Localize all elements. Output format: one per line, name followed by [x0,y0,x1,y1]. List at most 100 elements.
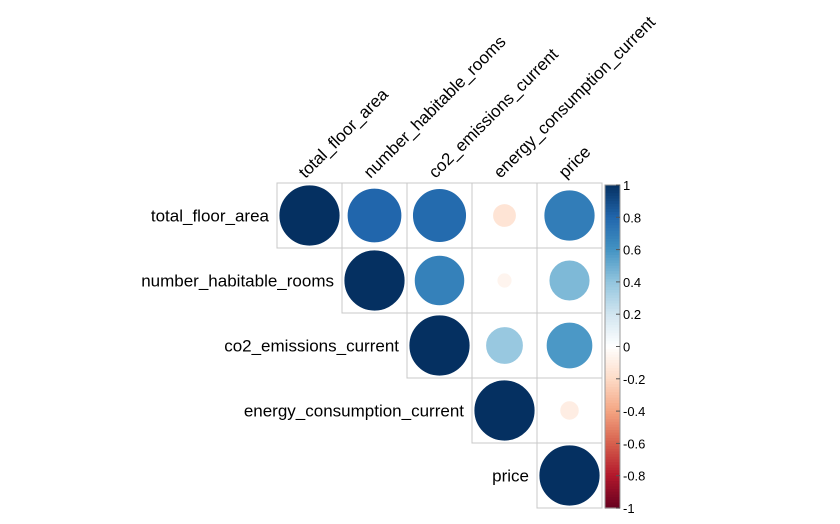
colorbar-segment [605,397,620,401]
colorbar-segment [605,203,620,208]
colorbar-segment [605,222,620,226]
colorbar-segment [605,193,620,197]
column-labels: total_floor_areanumber_habitable_roomsco… [295,13,659,182]
colorbar-segment [605,440,620,444]
colorbar-segment [605,400,620,404]
colorbar-segment [605,308,620,313]
colorbar-segment [605,335,620,340]
colorbar-segment [605,359,620,364]
colorbar: -1 -0.8 -0.6 -0.4 -0.2 0 0.2 0.4 0.6 0.8 1 [604,178,645,516]
column-label: co2_emissions_current [425,45,562,182]
colorbar-segment [605,265,620,270]
colorbar-segment [605,386,620,391]
colorbar-segment [605,343,620,348]
row-label: energy_consumption_current [244,402,464,421]
corr-circle-total_floor_area-price [543,189,596,242]
colorbar-segment [605,351,620,356]
colorbar-segment [605,435,620,439]
colorbar-tick-label: -1 [623,501,635,516]
colorbar-segment [605,354,620,358]
colorbar-segment [605,260,620,264]
colorbar-segment [605,370,620,375]
colorbar-segment [605,230,620,235]
grid-cell-1-3 [471,247,538,314]
colorbar-segment [605,319,620,323]
colorbar-segment [605,373,620,377]
colorbar-segment [605,448,620,453]
colorbar-segment [605,443,620,447]
corr-circle-total_floor_area-number_habitable_rooms [346,187,403,244]
corr-circle-total_floor_area-total_floor_area [278,184,341,247]
colorbar-segment [605,244,620,248]
colorbar-segment [605,249,620,253]
colorbar-segment [605,238,620,243]
colorbar-segment [605,324,620,329]
colorbar-segment [605,346,620,350]
colorbar-segment [605,322,620,326]
colorbar-segment [605,333,620,337]
colorbar-segment [605,263,620,267]
colorbar-segment [605,427,620,431]
colorbar-tick-label: -0.4 [623,404,645,419]
colorbar-segment [605,392,620,396]
colorbar-segment [605,451,620,455]
colorbar-tick-label: 1 [623,178,630,193]
colorbar-segment [605,279,620,283]
colorbar-segment [605,300,620,305]
colorbar-tick-label: -0.2 [623,372,645,387]
colorbar-segment [605,432,620,436]
colorbar-segment [605,306,620,310]
colorbar-segment [605,384,620,388]
colorbar-segment [605,295,620,299]
colorbar-segment [605,478,620,482]
row-label: price [492,467,529,486]
colorbar-segment [605,424,620,428]
colorbar-segment [605,233,620,237]
colorbar-segment [605,330,620,334]
colorbar-tick-label: 0 [623,340,630,355]
colorbar-segment [605,403,620,407]
colorbar-segment [605,252,620,256]
colorbar-segment [605,246,620,251]
colorbar-segment [605,254,620,259]
colorbar-segment [605,481,620,485]
colorbar-segment [605,225,620,229]
corr-circle-total_floor_area-energy_consumption_current [492,203,517,228]
colorbar-segment [605,405,620,410]
corr-circle-number_habitable_rooms-price [548,259,591,302]
colorbar-tick-label: -0.8 [623,469,645,484]
colorbar-segment [605,187,620,191]
colorbar-segment [605,467,620,471]
colorbar-segment [605,378,620,383]
corr-circle-number_habitable_rooms-number_habitable_rooms [343,249,406,312]
colorbar-segment [605,289,620,294]
colorbar-segment [605,211,620,216]
corr-circle-co2_emissions_current-price [545,321,594,370]
colorbar-segment [605,236,620,240]
colorbar-segment [605,311,620,315]
colorbar-segment [605,357,620,361]
colorbar-segment [605,429,620,434]
colorbar-segment [605,298,620,302]
colorbar-segment [605,438,620,442]
row-label: total_floor_area [151,207,270,226]
colorbar-segment [605,338,620,342]
colorbar-segment [605,446,620,450]
colorbar-segment [605,190,620,194]
colorbar-segment [605,303,620,307]
colorbar-segment [605,394,620,399]
colorbar-segment [605,454,620,458]
colorbar-segment [605,185,620,189]
colorbar-segment [605,470,620,474]
corr-circle-total_floor_area-co2_emissions_current [412,188,467,243]
colorbar-segment [605,217,620,221]
colorbar-segment [605,314,620,318]
colorbar-segment [605,489,620,493]
colorbar-tick-label: 0.4 [623,275,641,290]
colorbar-segment [605,287,620,291]
colorbar-segment [605,209,620,213]
colorbar-segment [605,494,620,498]
corr-circle-co2_emissions_current-co2_emissions_current [408,314,471,377]
colorbar-segment [605,206,620,210]
